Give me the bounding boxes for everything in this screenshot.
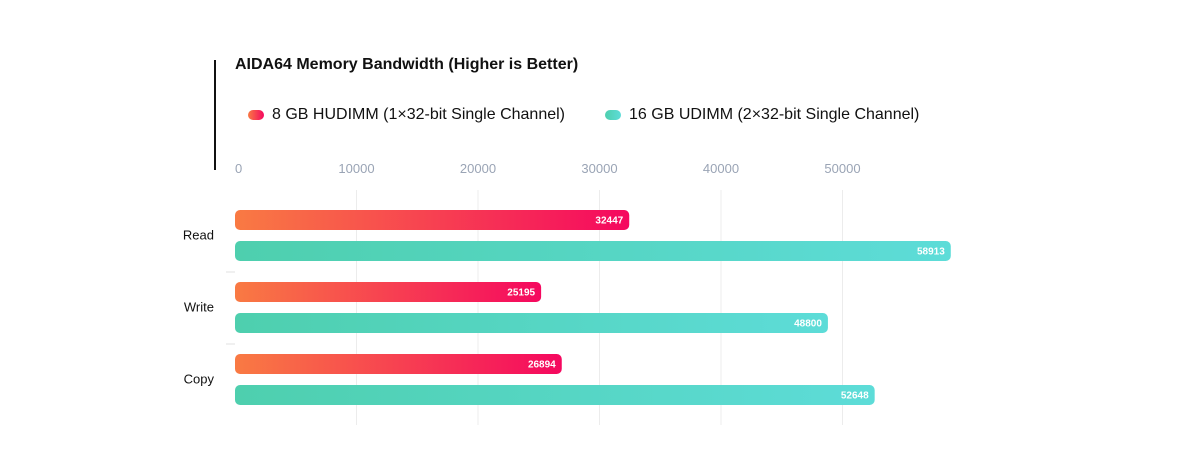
category-label-copy: Copy xyxy=(184,372,215,387)
data-label-copy-series-1: 26894 xyxy=(528,360,556,371)
bar-labels-layer: 32447 58913 25195 48800 26894 52648 xyxy=(507,216,945,402)
category-axis: Read Write Copy xyxy=(183,228,235,387)
bar-read-series-2 xyxy=(235,241,951,261)
data-label-read-series-2: 58913 xyxy=(917,247,945,258)
x-axis-ticks: 0 10000 20000 30000 40000 50000 xyxy=(235,161,861,176)
legend: 8 GB HUDIMM (1×32-bit Single Channel) 16… xyxy=(248,106,919,124)
category-label-read: Read xyxy=(183,228,214,243)
data-label-copy-series-2: 52648 xyxy=(841,391,869,402)
x-tick-label-40000: 40000 xyxy=(703,161,739,176)
x-tick-label-30000: 30000 xyxy=(581,161,617,176)
title-accent-bar xyxy=(214,60,216,170)
bars-layer xyxy=(235,210,951,405)
legend-swatch-series-2 xyxy=(605,110,622,120)
x-tick-label-50000: 50000 xyxy=(824,161,860,176)
bar-write-series-2 xyxy=(235,313,828,333)
legend-item-series-1: 8 GB HUDIMM (1×32-bit Single Channel) xyxy=(248,106,565,124)
bar-write-series-1 xyxy=(235,282,542,302)
category-label-write: Write xyxy=(184,300,214,315)
data-label-write-series-1: 25195 xyxy=(507,288,535,299)
legend-swatch-series-1 xyxy=(248,110,264,120)
data-label-write-series-2: 48800 xyxy=(794,319,822,330)
x-tick-label-10000: 10000 xyxy=(338,161,374,176)
data-label-read-series-1: 32447 xyxy=(595,216,623,227)
bar-copy-series-1 xyxy=(235,354,562,374)
legend-label-series-1: 8 GB HUDIMM (1×32-bit Single Channel) xyxy=(272,106,566,123)
bar-read-series-1 xyxy=(235,210,630,230)
bar-copy-series-2 xyxy=(235,385,875,405)
chart-title: AIDA64 Memory Bandwidth (Higher is Bette… xyxy=(235,56,579,73)
legend-item-series-2: 16 GB UDIMM (2×32-bit Single Channel) xyxy=(605,106,919,124)
x-tick-label-20000: 20000 xyxy=(460,161,496,176)
legend-label-series-2: 16 GB UDIMM (2×32-bit Single Channel) xyxy=(629,106,920,123)
x-tick-label-0: 0 xyxy=(235,161,242,176)
